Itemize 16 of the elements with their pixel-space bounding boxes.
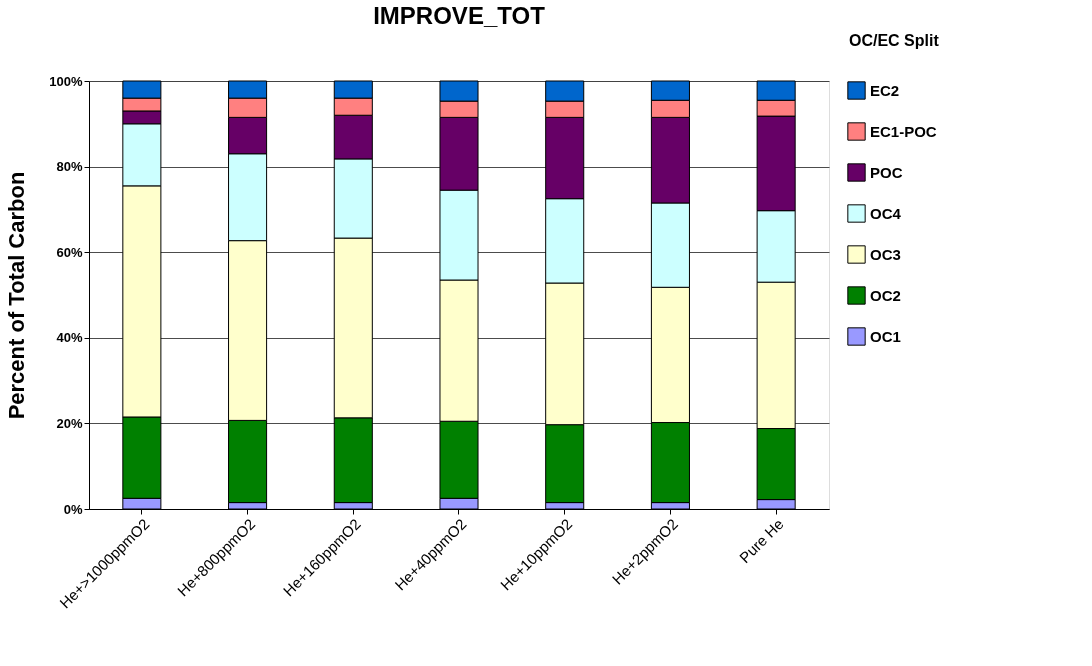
chart-title: IMPROVE_TOT xyxy=(373,2,546,29)
y-tick-label: 0% xyxy=(63,501,83,517)
legend-label: EC2 xyxy=(870,81,900,99)
y-tick-label: 60% xyxy=(56,244,83,260)
legend-label: OC3 xyxy=(870,245,901,263)
y-tick-label: 40% xyxy=(56,330,83,346)
legend-label: POC xyxy=(870,163,903,181)
legend-label: OC2 xyxy=(870,286,901,304)
y-tick-label: 100% xyxy=(49,73,83,89)
legend-label: EC1-POC xyxy=(870,122,937,140)
text: OC/EC Split xyxy=(849,32,940,49)
y-tick-label: 80% xyxy=(56,159,83,175)
legend-label: OC1 xyxy=(870,327,901,345)
y-axis-title: Percent of Total Carbon xyxy=(4,171,30,420)
y-tick-label: 20% xyxy=(56,415,83,431)
legend-label: OC4 xyxy=(870,204,902,222)
